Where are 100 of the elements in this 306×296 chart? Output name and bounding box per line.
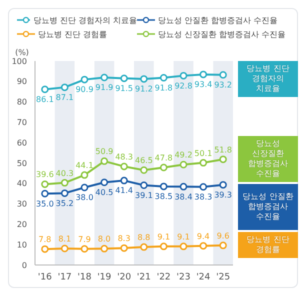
legend-label: 당뇨병 진단 경험률 <box>38 28 108 40</box>
data-label: 8.8 <box>138 233 150 242</box>
point <box>41 245 49 253</box>
data-label: 9.1 <box>157 232 170 242</box>
y-tick-label: 50 <box>16 158 27 168</box>
point <box>200 70 208 78</box>
data-label: 9.6 <box>216 231 230 240</box>
x-tick-label: '25 <box>216 272 230 282</box>
data-label: 39.3 <box>214 190 232 200</box>
data-label: 93.2 <box>214 80 232 90</box>
data-label: 49.2 <box>174 150 192 160</box>
point <box>120 162 128 170</box>
y-tick-label: 60 <box>16 138 27 148</box>
data-label: 7.8 <box>38 235 52 244</box>
point <box>180 242 188 250</box>
data-label: 39.1 <box>134 190 153 200</box>
y-tick-label: 100 <box>12 56 27 66</box>
y-tick-label: 20 <box>16 220 27 230</box>
point <box>100 157 108 165</box>
data-label: 8.1 <box>58 234 72 244</box>
x-tick-label: '20 <box>117 272 132 282</box>
point <box>80 184 88 192</box>
data-label: 91.8 <box>154 83 173 92</box>
point <box>140 166 148 174</box>
x-tick-label: '18 <box>78 272 92 282</box>
text: 당뇨성 안질환 합병증검사 수진율 <box>242 192 294 222</box>
text: 당뇨성 신장질환 합병증검사 수진율 <box>248 139 288 178</box>
point <box>41 86 49 94</box>
point <box>219 71 227 79</box>
y-tick-label: 70 <box>16 118 27 128</box>
x-tick-label: '22 <box>156 272 171 282</box>
y-tick-label: 90 <box>16 77 27 86</box>
point <box>80 171 88 179</box>
data-label: 91.9 <box>95 83 114 92</box>
point <box>100 244 108 252</box>
y-tick-label: 30 <box>16 200 27 209</box>
y-tick-label: 0 <box>22 260 27 270</box>
point <box>180 160 188 168</box>
point <box>60 84 68 92</box>
data-label: 38.3 <box>194 192 212 202</box>
data-label: 40.5 <box>95 188 114 198</box>
point <box>219 242 227 250</box>
data-label: 41.4 <box>115 186 134 196</box>
x-tick-label: '21 <box>136 272 151 282</box>
y-tick-label: 40 <box>16 179 27 188</box>
x-tick-label: '16 <box>38 272 52 282</box>
point <box>160 182 168 190</box>
data-label: 48.3 <box>115 152 134 162</box>
text: 당뇨병 진단 경험자의 치료율 <box>246 64 290 93</box>
point <box>100 74 108 82</box>
data-label: 8.3 <box>118 234 130 244</box>
legend-label: 당뇨성 안질환 합병증검사 수진율 <box>158 14 278 26</box>
point <box>60 189 68 197</box>
y-tick-label: 10 <box>16 240 27 250</box>
point <box>140 75 148 83</box>
x-tick-label: '17 <box>58 272 72 282</box>
data-label: 44.1 <box>76 161 94 170</box>
data-label: 93.4 <box>194 80 212 90</box>
legend-label: 당뇨병 진단 경험자의 치료율 <box>33 14 137 26</box>
x-tick-label: '24 <box>196 272 211 282</box>
data-label: 40.3 <box>56 168 74 178</box>
point <box>219 156 227 164</box>
text: 당뇨병 진단 경험률 <box>246 235 290 254</box>
point <box>219 181 227 189</box>
point <box>200 242 208 250</box>
data-label: 86.1 <box>36 95 54 104</box>
data-label: 9.1 <box>177 232 190 242</box>
data-label: 51.8 <box>214 145 232 154</box>
x-tick-label: '23 <box>176 272 190 282</box>
data-label: 47.8 <box>154 153 173 162</box>
data-label: 90.9 <box>76 85 94 94</box>
point <box>160 164 168 172</box>
data-label: 50.1 <box>194 148 212 158</box>
data-label: 87.1 <box>56 92 74 102</box>
point <box>160 242 168 250</box>
point <box>80 245 88 253</box>
data-label: 46.5 <box>134 156 153 166</box>
data-label: 35.0 <box>36 199 54 208</box>
data-label: 91.5 <box>115 84 134 94</box>
point <box>200 183 208 191</box>
data-label: 50.9 <box>95 147 114 156</box>
data-label: 9.4 <box>196 232 210 241</box>
point <box>200 159 208 167</box>
y-tick-label: 80 <box>16 98 27 107</box>
data-label: 92.8 <box>174 81 192 90</box>
data-label: 38.0 <box>76 193 94 202</box>
point <box>160 74 168 82</box>
point <box>120 176 128 184</box>
point <box>41 180 49 188</box>
point <box>120 244 128 252</box>
x-tick-label: '19 <box>97 272 112 282</box>
data-label: 38.5 <box>154 192 173 202</box>
point <box>120 74 128 82</box>
point <box>80 76 88 84</box>
y-axis-title: (%) <box>15 48 29 57</box>
data-label: 39.6 <box>36 170 54 180</box>
point <box>180 72 188 80</box>
data-label: 8.0 <box>98 234 111 244</box>
point <box>60 244 68 252</box>
data-label: 91.2 <box>134 84 153 94</box>
